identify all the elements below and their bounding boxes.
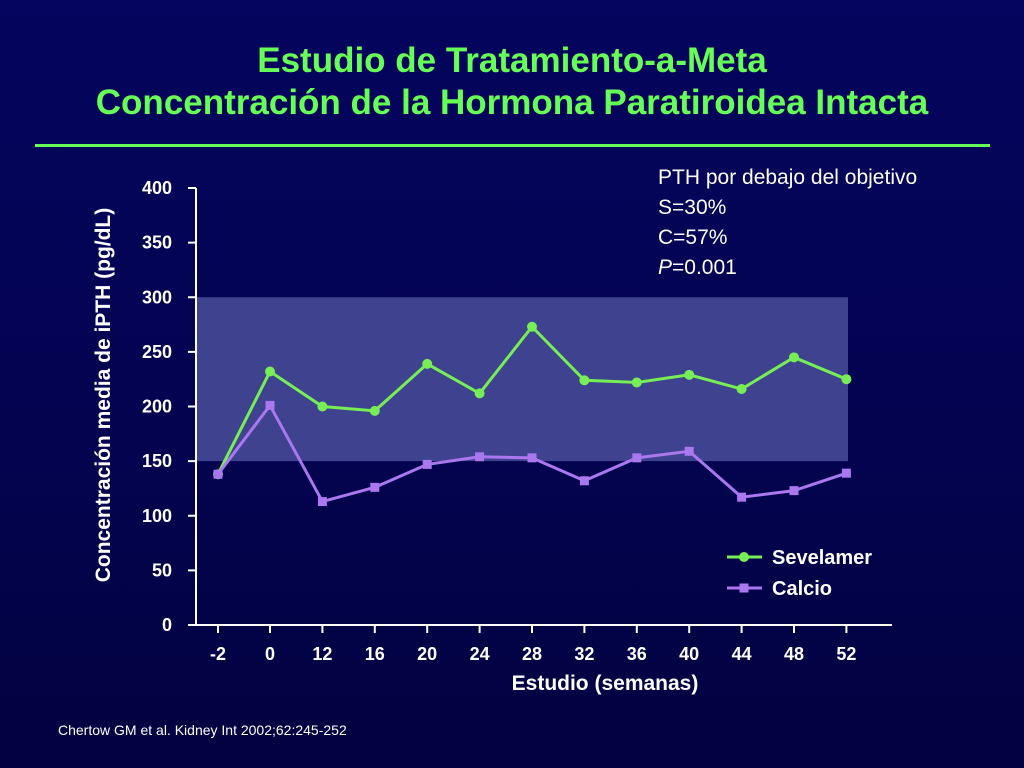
- series-point-sevelamer: [422, 358, 433, 369]
- series-point-sevelamer: [369, 405, 380, 416]
- series-point-calcio: [370, 482, 380, 492]
- series-point-calcio: [422, 459, 432, 469]
- y-tick-label: 150: [142, 451, 172, 471]
- y-tick-label: 50: [152, 560, 172, 580]
- series-point-sevelamer: [265, 366, 275, 377]
- annotation-line-2: S=30%: [658, 196, 727, 219]
- slide-title: Estudio de Tratamiento-a-Meta Concentrac…: [0, 40, 1024, 124]
- x-tick-label: 28: [522, 644, 542, 664]
- x-tick-label: 48: [784, 644, 804, 664]
- legend-marker-sevelamer: [739, 552, 749, 562]
- pth-annotation: PTH por debajo del objetivo S=30% C=57% …: [658, 163, 917, 283]
- title-divider: [35, 144, 990, 147]
- title-line-1: Estudio de Tratamiento-a-Meta: [257, 41, 767, 80]
- x-tick-label: 52: [836, 644, 856, 664]
- series-point-calcio: [789, 486, 799, 496]
- x-tick-label: 16: [365, 644, 385, 664]
- series-point-calcio: [632, 453, 642, 463]
- series-point-sevelamer: [474, 388, 485, 399]
- series-point-calcio: [213, 469, 223, 479]
- y-axis-title: Concentración media de iPTH (pg/dL): [92, 208, 115, 583]
- legend-marker-calcio: [739, 583, 749, 593]
- x-tick-label: 36: [627, 644, 647, 664]
- title-line-2: Concentración de la Hormona Paratiroidea…: [95, 83, 929, 122]
- x-tick-label: -2: [210, 644, 226, 664]
- x-tick-label: 32: [574, 644, 594, 664]
- legend-label-calcio: Calcio: [772, 578, 832, 600]
- y-tick-label: 250: [142, 342, 172, 362]
- y-tick-label: 100: [142, 506, 172, 526]
- annotation-line-4: P=0.001: [658, 253, 917, 283]
- y-tick-label: 300: [142, 287, 172, 307]
- legend-label-sevelamer: Sevelamer: [772, 547, 872, 569]
- series-point-sevelamer: [789, 352, 799, 363]
- x-tick-label: 40: [679, 644, 699, 664]
- p-value-symbol: P: [658, 256, 673, 279]
- series-point-calcio: [317, 497, 327, 507]
- series-point-calcio: [265, 400, 275, 410]
- series-point-calcio: [579, 476, 589, 486]
- x-tick-label: 12: [312, 644, 332, 664]
- series-point-sevelamer: [684, 369, 695, 380]
- series-point-sevelamer: [579, 375, 590, 386]
- x-tick-label: 44: [732, 644, 752, 664]
- x-axis-title: Estudio (semanas): [512, 672, 699, 695]
- series-point-calcio: [841, 468, 851, 478]
- series-point-sevelamer: [527, 321, 537, 332]
- x-tick-label: 20: [417, 644, 437, 664]
- annotation-line-3: C=57%: [658, 226, 728, 249]
- x-tick-label: 24: [470, 644, 490, 664]
- y-tick-label: 350: [142, 233, 172, 253]
- series-point-sevelamer: [631, 377, 642, 388]
- series-point-sevelamer: [841, 374, 852, 385]
- citation: Chertow GM et al. Kidney Int 2002;62:245…: [58, 722, 347, 738]
- target-range-band: [196, 297, 848, 462]
- x-tick-label: 0: [265, 644, 275, 664]
- series-point-sevelamer: [317, 401, 328, 412]
- series-point-calcio: [737, 492, 747, 502]
- p-value: =0.001: [672, 256, 737, 279]
- annotation-line-1: PTH por debajo del objetivo: [658, 166, 918, 189]
- y-tick-label: 400: [142, 178, 172, 198]
- series-point-sevelamer: [736, 384, 747, 395]
- y-tick-label: 0: [162, 615, 172, 635]
- series-point-calcio: [527, 453, 537, 463]
- series-point-calcio: [475, 452, 485, 462]
- series-point-calcio: [684, 446, 694, 456]
- y-tick-label: 200: [142, 397, 172, 417]
